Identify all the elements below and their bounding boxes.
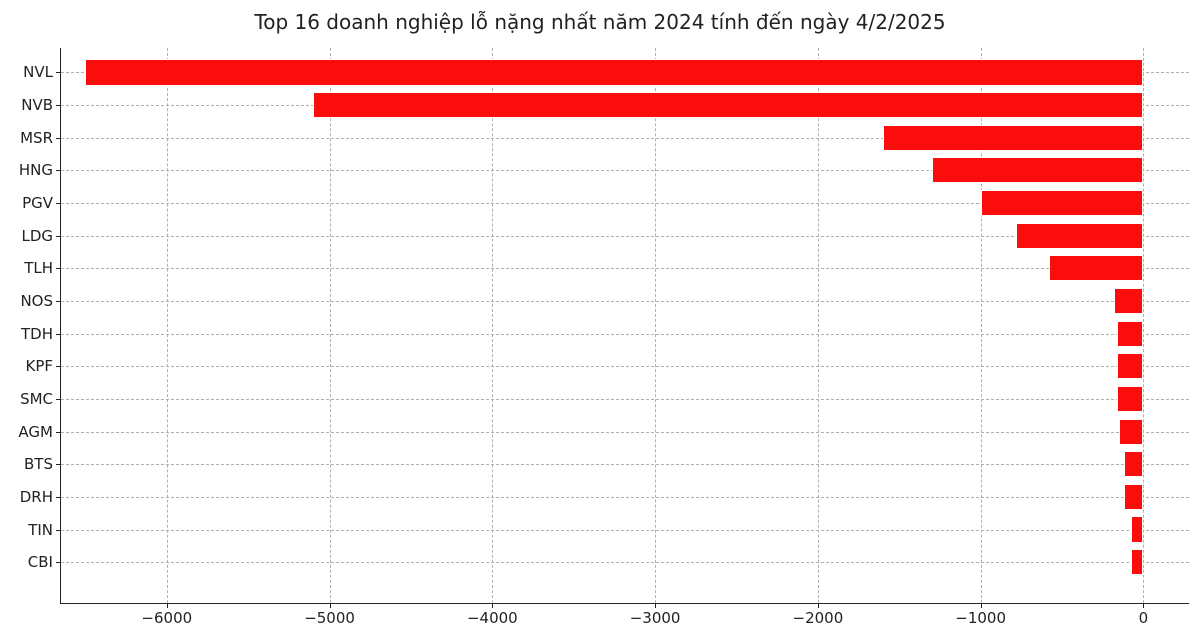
bar xyxy=(1049,255,1143,281)
gridline-horizontal xyxy=(61,366,1189,367)
bar xyxy=(85,59,1143,85)
gridline-vertical xyxy=(167,48,168,603)
y-tick-label: MSR xyxy=(20,129,61,147)
bar xyxy=(1124,484,1144,510)
x-tick-label: −2000 xyxy=(793,603,844,627)
y-tick-label: NVB xyxy=(21,96,61,114)
gridline-vertical xyxy=(330,48,331,603)
gridline-horizontal xyxy=(61,334,1189,335)
x-tick-label: −4000 xyxy=(467,603,518,627)
gridline-vertical xyxy=(492,48,493,603)
y-tick-label: TDH xyxy=(21,325,61,343)
gridline-horizontal xyxy=(61,530,1189,531)
y-tick-label: TLH xyxy=(24,259,61,277)
bar xyxy=(1117,353,1143,379)
gridline-horizontal xyxy=(61,432,1189,433)
gridline-horizontal xyxy=(61,301,1189,302)
gridline-vertical xyxy=(818,48,819,603)
bar xyxy=(1117,321,1143,347)
x-tick-label: −1000 xyxy=(955,603,1006,627)
chart-container: Top 16 doanh nghiệp lỗ nặng nhất năm 202… xyxy=(0,0,1200,643)
bar xyxy=(1124,451,1144,477)
gridline-horizontal xyxy=(61,399,1189,400)
bar xyxy=(1016,223,1143,249)
y-tick-label: KPF xyxy=(25,357,61,375)
y-tick-label: TIN xyxy=(28,521,61,539)
bar xyxy=(1117,386,1143,412)
y-tick-label: HNG xyxy=(19,161,61,179)
gridline-horizontal xyxy=(61,497,1189,498)
y-tick-label: LDG xyxy=(21,227,61,245)
gridline-horizontal xyxy=(61,268,1189,269)
y-tick-label: NVL xyxy=(23,63,61,81)
gridline-horizontal xyxy=(61,464,1189,465)
bar xyxy=(981,190,1144,216)
y-tick-label: DRH xyxy=(20,488,61,506)
y-tick-label: PGV xyxy=(22,194,61,212)
bar xyxy=(1131,549,1143,575)
bar xyxy=(313,92,1143,118)
gridline-horizontal xyxy=(61,562,1189,563)
bar xyxy=(883,125,1143,151)
x-tick-label: 0 xyxy=(1139,603,1149,627)
bar xyxy=(1114,288,1143,314)
y-tick-label: CBI xyxy=(28,553,61,571)
x-tick-label: −5000 xyxy=(304,603,355,627)
gridline-vertical xyxy=(655,48,656,603)
y-tick-label: SMC xyxy=(20,390,61,408)
chart-title: Top 16 doanh nghiệp lỗ nặng nhất năm 202… xyxy=(0,10,1200,34)
y-tick-label: NOS xyxy=(20,292,61,310)
y-tick-label: BTS xyxy=(24,455,61,473)
bar xyxy=(932,157,1144,183)
bar xyxy=(1119,419,1143,445)
x-tick-label: −3000 xyxy=(630,603,681,627)
y-tick-label: AGM xyxy=(18,423,61,441)
gridline-vertical xyxy=(1143,48,1144,603)
bar xyxy=(1131,516,1143,542)
x-tick-label: −6000 xyxy=(141,603,192,627)
plot-area: −6000−5000−4000−3000−2000−10000NVLNVBMSR… xyxy=(60,48,1189,604)
